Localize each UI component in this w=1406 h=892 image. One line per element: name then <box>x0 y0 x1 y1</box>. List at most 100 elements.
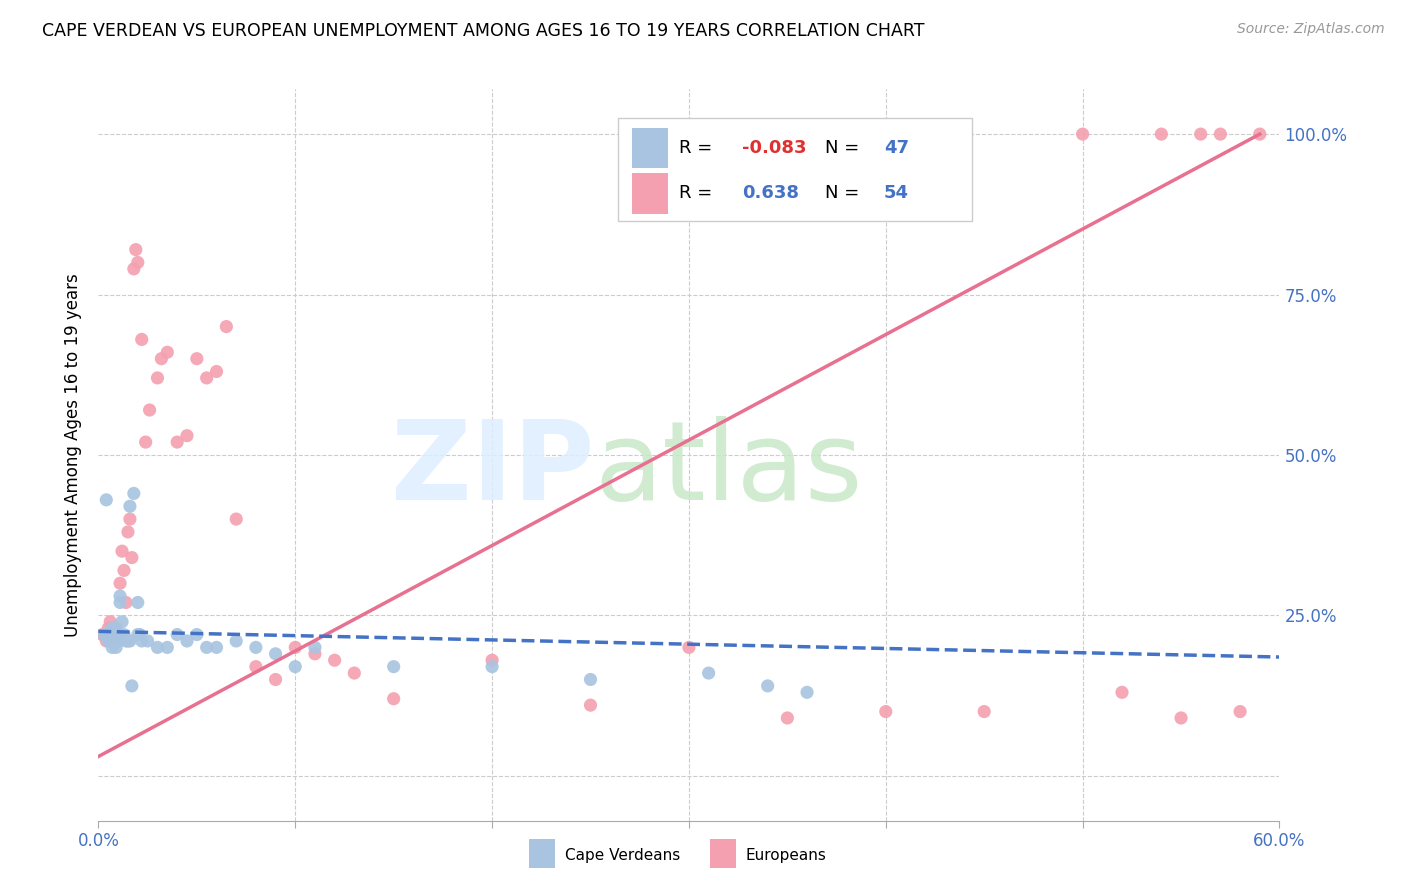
Text: 47: 47 <box>884 139 908 157</box>
Point <box>176 634 198 648</box>
Point <box>756 679 779 693</box>
Point <box>156 345 179 359</box>
Point <box>131 333 153 347</box>
Point <box>112 563 135 577</box>
Point <box>195 640 218 655</box>
Point <box>98 627 121 641</box>
Point <box>136 634 159 648</box>
Point <box>121 679 143 693</box>
Point <box>108 595 131 609</box>
Point <box>122 261 145 276</box>
Point <box>156 640 179 655</box>
Point <box>304 640 326 655</box>
FancyBboxPatch shape <box>619 119 973 221</box>
Point <box>97 627 120 641</box>
Text: Source: ZipAtlas.com: Source: ZipAtlas.com <box>1237 22 1385 37</box>
Point <box>481 659 503 673</box>
Point <box>127 595 149 609</box>
Y-axis label: Unemployment Among Ages 16 to 19 years: Unemployment Among Ages 16 to 19 years <box>65 273 83 637</box>
Text: R =: R = <box>679 184 718 202</box>
Point <box>205 364 228 378</box>
Point <box>96 634 118 648</box>
Text: Cape Verdeans: Cape Verdeans <box>565 847 681 863</box>
Point <box>101 640 124 655</box>
Bar <box>633 173 668 213</box>
Point <box>150 351 173 366</box>
Text: N =: N = <box>825 139 865 157</box>
Point <box>97 627 120 641</box>
Point <box>1111 685 1133 699</box>
Point <box>284 659 307 673</box>
Point <box>225 512 247 526</box>
Point <box>96 492 118 507</box>
Point <box>127 255 149 269</box>
Point <box>481 653 503 667</box>
Point <box>186 627 208 641</box>
Text: 0.638: 0.638 <box>742 184 799 202</box>
Point <box>111 544 134 558</box>
Point <box>112 627 135 641</box>
Point <box>118 634 141 648</box>
Point <box>776 711 799 725</box>
Point <box>245 659 267 673</box>
Point <box>166 627 188 641</box>
Point <box>98 615 121 629</box>
Point <box>796 685 818 699</box>
Point <box>138 403 160 417</box>
Point <box>304 647 326 661</box>
Point <box>195 371 218 385</box>
Point <box>264 647 287 661</box>
Point <box>323 653 346 667</box>
Text: R =: R = <box>679 139 718 157</box>
Point <box>127 627 149 641</box>
Point <box>118 512 141 526</box>
Point <box>225 634 247 648</box>
Point <box>264 673 287 687</box>
Point <box>101 627 124 641</box>
Point <box>97 634 120 648</box>
Point <box>97 621 120 635</box>
Point <box>115 595 138 609</box>
Text: ZIP: ZIP <box>391 416 595 523</box>
Point <box>105 634 128 648</box>
Point <box>117 524 139 539</box>
Point <box>103 627 125 641</box>
Point <box>1229 705 1251 719</box>
Bar <box>710 838 737 868</box>
Bar <box>530 838 555 868</box>
Point <box>118 500 141 514</box>
Point <box>105 640 128 655</box>
Point <box>115 634 138 648</box>
Point <box>98 634 121 648</box>
Point <box>103 634 125 648</box>
Point <box>579 698 602 713</box>
Point <box>215 319 238 334</box>
Point <box>1071 127 1094 141</box>
Point <box>125 243 148 257</box>
Point <box>117 634 139 648</box>
Point <box>108 589 131 603</box>
Point <box>176 428 198 442</box>
Point <box>107 634 129 648</box>
Point <box>166 435 188 450</box>
Point <box>111 615 134 629</box>
Point <box>107 627 129 641</box>
Point <box>105 621 128 635</box>
Point <box>93 627 115 641</box>
Text: CAPE VERDEAN VS EUROPEAN UNEMPLOYMENT AMONG AGES 16 TO 19 YEARS CORRELATION CHAR: CAPE VERDEAN VS EUROPEAN UNEMPLOYMENT AM… <box>42 22 925 40</box>
Point <box>131 634 153 648</box>
Point <box>108 576 131 591</box>
Text: 54: 54 <box>884 184 908 202</box>
Point <box>1189 127 1212 141</box>
Bar <box>633 128 668 169</box>
Point <box>343 666 366 681</box>
Point <box>1170 711 1192 725</box>
Point <box>101 621 124 635</box>
Point <box>875 705 897 719</box>
Point <box>382 691 405 706</box>
Point <box>382 659 405 673</box>
Point <box>146 640 169 655</box>
Point <box>121 550 143 565</box>
Text: -0.083: -0.083 <box>742 139 807 157</box>
Point <box>128 627 150 641</box>
